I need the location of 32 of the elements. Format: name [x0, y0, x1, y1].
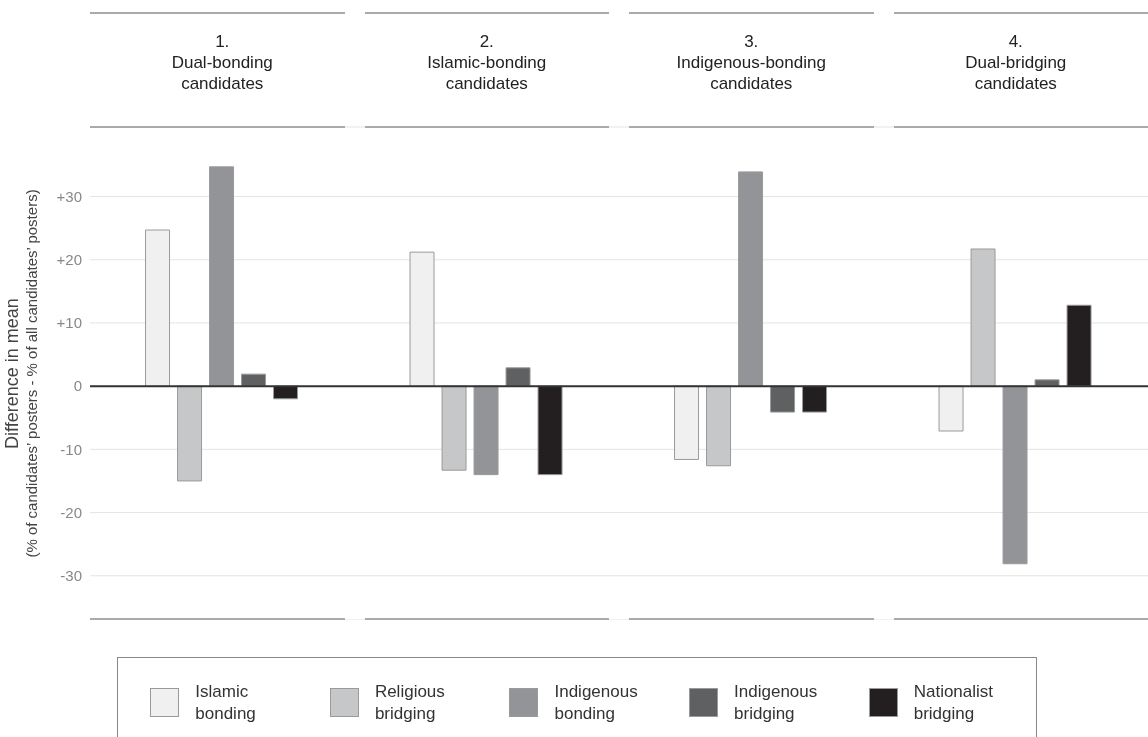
- y-tick-label: +10: [56, 314, 82, 332]
- bar: [209, 166, 235, 387]
- legend-label: Nationalist bridging: [913, 680, 995, 725]
- y-axis-title: Difference in mean (% of candidates’ posters - % of all candidates’ posters): [2, 189, 40, 558]
- bar: [938, 385, 964, 432]
- bar: [537, 385, 563, 476]
- bar: [441, 385, 467, 471]
- x-tick-label: 4. Dual-bridging candidates: [965, 32, 1067, 93]
- y-tick-label: -20: [60, 503, 82, 521]
- y-tick-label: +30: [56, 187, 82, 205]
- bar: [505, 367, 531, 387]
- bar: [970, 248, 996, 387]
- bar: [1002, 385, 1028, 565]
- y-tick-label: 0: [73, 377, 82, 395]
- legend-label: Islamic bonding: [195, 680, 257, 725]
- legend-label: Religious bridging: [374, 680, 446, 725]
- legend-label: Indigenous bridging: [734, 680, 819, 725]
- bar: [241, 373, 267, 387]
- bar: [802, 385, 828, 413]
- bar: [473, 385, 499, 476]
- bar: [177, 385, 203, 482]
- bar: [706, 385, 732, 467]
- y-tick-label: -10: [60, 440, 82, 458]
- bar: [1066, 304, 1092, 387]
- bar: [770, 385, 796, 413]
- x-tick-label: 1. Dual-bonding candidates: [171, 32, 273, 93]
- x-tick-label: 2. Islamic-bonding candidates: [427, 32, 547, 93]
- y-tick-label: +20: [56, 251, 82, 269]
- bar: [738, 171, 764, 387]
- x-tick-label: 3. Indigenous-bonding candidates: [676, 32, 826, 93]
- legend-label: Indigenous bonding: [554, 680, 639, 725]
- y-tick-label: -30: [60, 567, 82, 585]
